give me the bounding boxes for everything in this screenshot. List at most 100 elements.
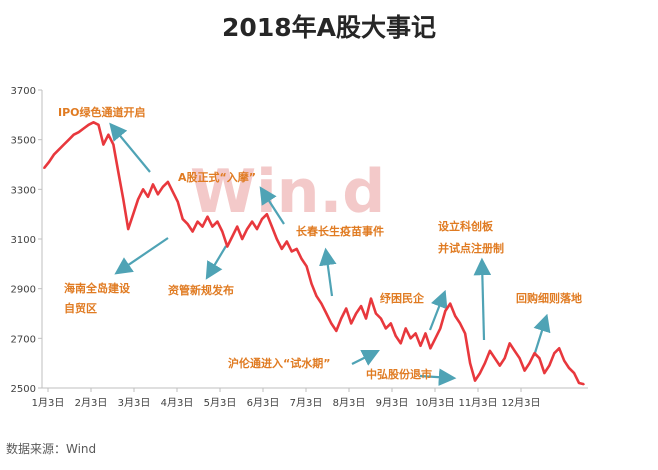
data-point	[390, 322, 392, 325]
annotation-arrow	[259, 186, 285, 225]
data-point	[414, 332, 417, 335]
data-point	[360, 305, 362, 307]
data-point	[72, 133, 75, 136]
data-point	[399, 342, 402, 345]
data-point	[177, 201, 179, 203]
data-point	[167, 181, 169, 183]
data-point	[459, 322, 461, 325]
y-tick-label: 3500	[11, 136, 36, 147]
annotation-label: 沪伦通进入“试水期”	[228, 356, 330, 370]
x-tick-label: 5月3日	[204, 397, 237, 409]
data-point	[573, 372, 575, 374]
chart-axes: 3700 3500 3300 3100 2900 2700 2500 1月3日 2月3日 3月3日…	[11, 86, 588, 409]
y-tick-label: 3700	[11, 86, 36, 97]
x-tick-label: 3月3日	[118, 397, 151, 409]
data-point	[548, 364, 551, 367]
data-point	[206, 215, 209, 218]
data-point	[261, 218, 263, 220]
x-tick-label: 6月3日	[247, 397, 280, 409]
page-title: 2018年A股大事记	[222, 13, 436, 42]
data-point	[375, 312, 377, 315]
plot-area	[42, 121, 585, 386]
data-point	[92, 121, 95, 124]
annotation-arrow	[351, 350, 380, 366]
data-point	[479, 372, 481, 374]
data-point	[315, 295, 318, 297]
data-point	[211, 225, 214, 228]
data-point	[117, 171, 120, 173]
data-point	[295, 248, 298, 250]
annotation-label: A股正式“入摩”	[178, 170, 256, 184]
data-point	[63, 143, 65, 146]
data-point	[454, 315, 457, 317]
data-point	[385, 327, 387, 330]
data-point	[53, 153, 55, 156]
data-point	[494, 357, 496, 360]
x-tick-label: 12月3日	[501, 397, 540, 409]
annotation-label: 资管新规发布	[168, 283, 234, 297]
watermark: Win.d	[190, 157, 385, 227]
data-point	[310, 282, 313, 285]
x-tick-label: 7月3日	[290, 397, 323, 409]
data-point	[286, 240, 288, 243]
data-point	[241, 238, 243, 240]
annotation-label: 设立科创板	[438, 219, 494, 233]
data-point	[325, 312, 328, 315]
data-point	[112, 143, 115, 146]
x-tick-label: 2月3日	[75, 397, 108, 409]
data-point	[370, 297, 372, 300]
data-point	[191, 230, 194, 233]
annotation-label: 回购细则落地	[516, 291, 582, 305]
data-point	[181, 218, 184, 220]
data-point	[196, 220, 199, 223]
data-point	[434, 337, 437, 340]
data-point	[82, 127, 85, 130]
x-tick-label: 11月3日	[458, 397, 497, 409]
data-point	[152, 183, 154, 186]
annotation-label: 自贸区	[64, 301, 97, 315]
data-point	[107, 133, 110, 136]
annotation-arrow	[109, 122, 151, 173]
y-tick-label: 3300	[11, 185, 36, 196]
data-point	[464, 332, 466, 335]
x-tick-label: 9月3日	[376, 397, 409, 409]
annotation-arrow	[114, 237, 169, 275]
annotation-label: IPO绿色通道开启	[58, 105, 146, 119]
data-point	[449, 302, 452, 305]
series-line	[42, 121, 585, 386]
annotation-arrow	[205, 245, 227, 280]
data-point	[320, 302, 323, 305]
data-point	[77, 131, 80, 133]
annotation-label: 中弘股份退市	[366, 367, 432, 381]
data-point	[43, 167, 45, 169]
annotation-arrow	[473, 257, 492, 341]
data-source-note: 数据来源：Wind	[6, 442, 97, 456]
data-point	[469, 362, 471, 365]
data-point	[394, 335, 397, 337]
data-point	[365, 317, 367, 320]
data-point	[508, 342, 511, 345]
data-point	[122, 198, 125, 201]
data-point	[380, 317, 382, 320]
data-point	[528, 362, 531, 365]
data-point	[543, 372, 546, 374]
data-point	[87, 124, 90, 126]
data-point	[429, 347, 432, 350]
annotation-arrow	[319, 247, 337, 297]
data-point	[127, 228, 129, 230]
data-point	[558, 347, 560, 350]
data-point	[578, 382, 580, 384]
data-point	[271, 225, 273, 228]
data-point	[162, 186, 164, 188]
data-point	[290, 250, 293, 253]
data-point	[246, 228, 248, 230]
data-point	[266, 213, 268, 215]
data-point	[513, 350, 516, 352]
annotation-arrow	[428, 289, 448, 331]
x-tick-label: 10月3日	[415, 397, 454, 409]
y-tick-label: 3100	[11, 235, 36, 246]
data-point	[68, 138, 70, 141]
data-point	[132, 213, 134, 215]
data-point	[424, 332, 427, 335]
